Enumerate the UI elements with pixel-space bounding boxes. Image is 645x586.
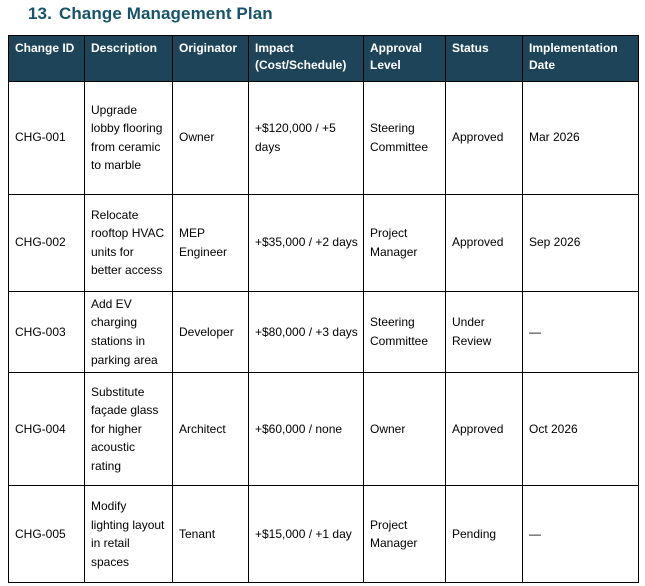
cell-originator: Tenant bbox=[172, 485, 249, 584]
cell-impact: +$60,000 / none bbox=[248, 372, 364, 487]
cell-approval-level: Project Manager bbox=[363, 485, 446, 584]
col-header-implementation-date: Implementation Date bbox=[522, 35, 639, 82]
table-row: CHG-001 Upgrade lobby flooring from ceram… bbox=[8, 80, 639, 195]
table-header-row: Change ID Description Originator Impact … bbox=[8, 35, 639, 82]
table-row: CHG-002 Relocate rooftop HVAC units for b… bbox=[8, 193, 639, 292]
cell-implementation-date: — bbox=[522, 290, 639, 374]
table-body: CHG-001 Upgrade lobby flooring from ceram… bbox=[8, 80, 639, 584]
cell-id: CHG-004 bbox=[8, 372, 85, 487]
cell-impact: +$35,000 / +2 days bbox=[248, 193, 364, 292]
cell-description: Relocate rooftop HVAC units for better a… bbox=[84, 193, 173, 292]
cell-originator: Owner bbox=[172, 80, 249, 195]
cell-implementation-date: Mar 2026 bbox=[522, 80, 639, 195]
cell-impact: +$15,000 / +1 day bbox=[248, 485, 364, 584]
cell-status: Pending bbox=[445, 485, 523, 584]
cell-description: Add EV charging stations in parking area bbox=[84, 290, 173, 374]
change-management-table: Change ID Description Originator Impact … bbox=[8, 35, 639, 584]
cell-status: Approved bbox=[445, 193, 523, 292]
heading-text: Change Management Plan bbox=[58, 4, 273, 23]
cell-status: Under Review bbox=[445, 290, 523, 374]
cell-id: CHG-003 bbox=[8, 290, 85, 374]
section-heading: 13. Change Management Plan bbox=[28, 4, 645, 24]
cell-approval-level: Project Manager bbox=[363, 193, 446, 292]
cell-originator: MEP Engineer bbox=[172, 193, 249, 292]
cell-implementation-date: — bbox=[522, 485, 639, 584]
cell-approval-level: Steering Committee bbox=[363, 80, 446, 195]
cell-description: Modify lighting layout in retail spaces bbox=[84, 485, 173, 584]
cell-id: CHG-002 bbox=[8, 193, 85, 292]
cell-approval-level: Owner bbox=[363, 372, 446, 487]
cell-implementation-date: Sep 2026 bbox=[522, 193, 639, 292]
col-header-description: Description bbox=[84, 35, 173, 82]
cell-impact: +$80,000 / +3 days bbox=[248, 290, 364, 374]
cell-approval-level: Steering Committee bbox=[363, 290, 446, 374]
cell-originator: Architect bbox=[172, 372, 249, 487]
col-header-change-id: Change ID bbox=[8, 35, 85, 82]
cell-description: Substitute façade glass for higher acous… bbox=[84, 372, 173, 487]
cell-originator: Developer bbox=[172, 290, 249, 374]
table-row: CHG-005 Modify lighting layout in retail … bbox=[8, 485, 639, 584]
col-header-status: Status bbox=[445, 35, 523, 82]
col-header-impact: Impact (Cost/Schedule) bbox=[248, 35, 364, 82]
cell-status: Approved bbox=[445, 80, 523, 195]
col-header-approval-level: Approval Level bbox=[363, 35, 446, 82]
heading-number: 13. bbox=[28, 4, 52, 23]
col-header-originator: Originator bbox=[172, 35, 249, 82]
cell-status: Approved bbox=[445, 372, 523, 487]
table-row: CHG-003 Add EV charging stations in parki… bbox=[8, 290, 639, 374]
table-row: CHG-004 Substitute façade glass for highe… bbox=[8, 372, 639, 487]
cell-description: Upgrade lobby flooring from ceramic to m… bbox=[84, 80, 173, 195]
cell-implementation-date: Oct 2026 bbox=[522, 372, 639, 487]
cell-id: CHG-001 bbox=[8, 80, 85, 195]
cell-id: CHG-005 bbox=[8, 485, 85, 584]
cell-impact: +$120,000 / +5 days bbox=[248, 80, 364, 195]
